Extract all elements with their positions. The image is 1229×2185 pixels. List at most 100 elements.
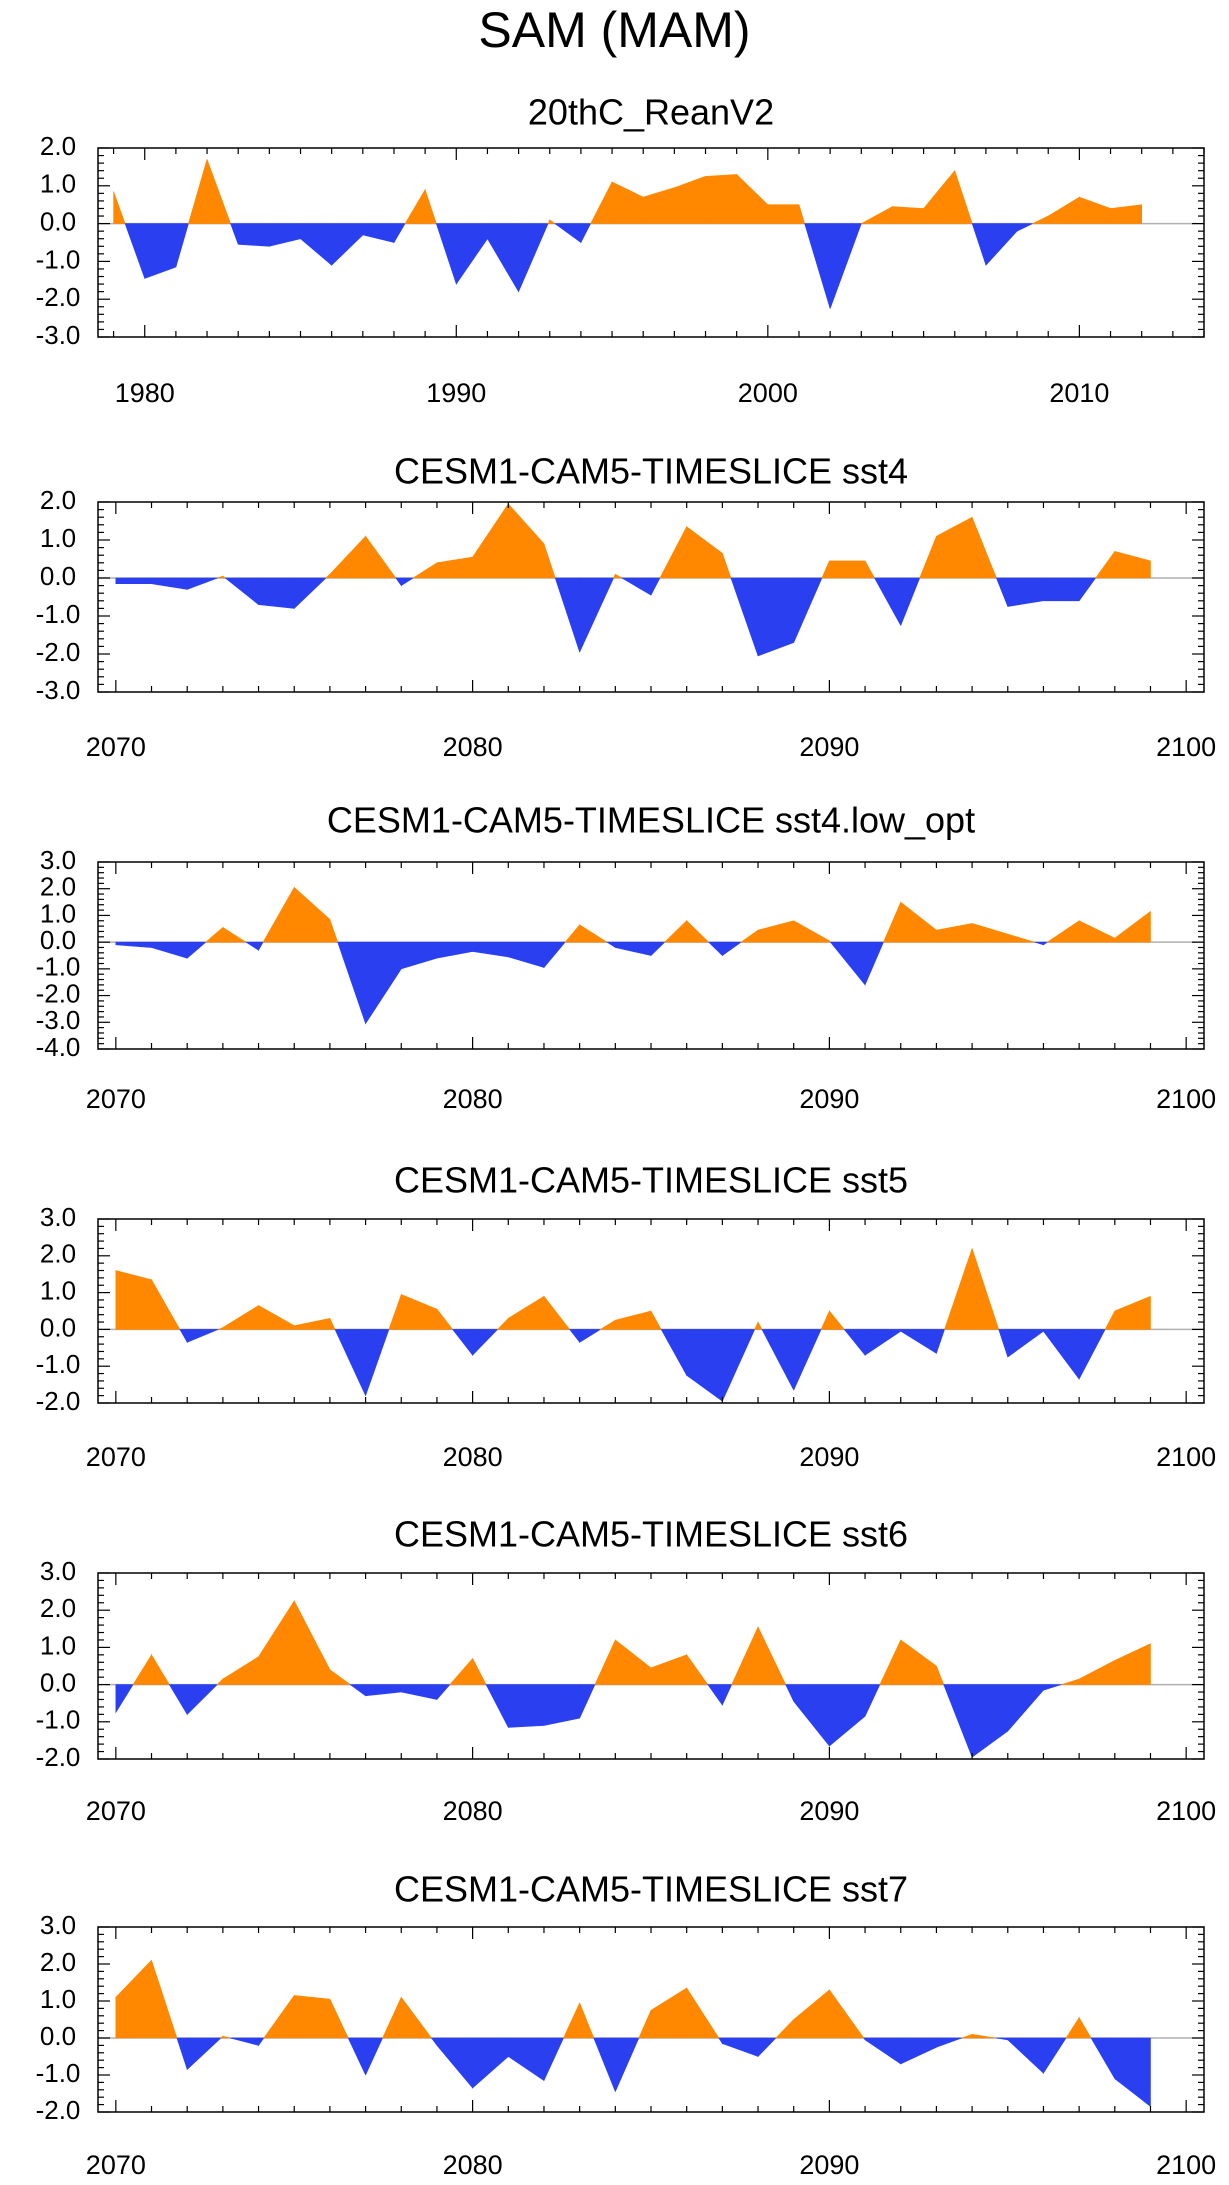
area-segment-positive	[424, 189, 437, 224]
y-tick-label: 3.0	[40, 845, 76, 875]
area-segment-positive	[293, 1600, 331, 1685]
area-segment-positive	[218, 1327, 224, 1330]
y-tick-label: 0.0	[40, 561, 76, 591]
area-segment-negative	[258, 2037, 265, 2047]
area-segment-negative	[115, 1684, 134, 1714]
x-tick-label: 2080	[443, 2150, 503, 2180]
area-segment-negative	[793, 577, 823, 643]
x-tick-label: 2070	[86, 1084, 146, 1114]
panel-2: CESM1-CAM5-TIMESLICE sst4 2.0 1.0 0.0 -1.0 -2…	[36, 451, 1217, 763]
area-segment-positive	[329, 535, 366, 579]
area-segment-positive	[1078, 2016, 1092, 2039]
area-segment-positive	[971, 923, 1009, 943]
x-tick-label: 2070	[86, 1796, 146, 1826]
area-segment-negative	[186, 941, 207, 959]
area-segment-positive	[1114, 551, 1151, 579]
area-segment-negative	[722, 941, 743, 957]
area-segment-positive	[686, 526, 723, 579]
area-segment-negative	[874, 577, 902, 626]
area-segment-negative	[900, 577, 921, 626]
area-segment-positive	[1007, 933, 1035, 943]
y-tick-label: -1.0	[36, 952, 81, 982]
y-tick-label: 1.0	[40, 169, 76, 199]
area-segment-negative	[472, 2037, 509, 2089]
area-segment-negative	[186, 1329, 219, 1343]
y-tick-label: -3.0	[36, 320, 81, 350]
area-segment-negative	[168, 1684, 188, 1716]
area-segment-positive	[436, 1308, 454, 1330]
area-segment-positive	[1110, 204, 1142, 224]
area-segment-negative	[365, 941, 402, 1025]
area-segment-negative	[543, 2037, 564, 2081]
area-segment-positive	[472, 1658, 487, 1685]
area-segment-positive	[754, 1321, 759, 1330]
area-segment-negative	[151, 577, 188, 590]
y-tick-label: 2.0	[40, 1239, 76, 1269]
area-segment-negative	[362, 223, 395, 243]
x-tick-label: 2100	[1156, 1442, 1216, 1472]
area-segment-positive	[594, 1639, 616, 1685]
area-segment-negative	[722, 1329, 756, 1402]
area-segment-negative	[900, 1329, 937, 1354]
x-tick-label: 2080	[443, 732, 503, 762]
area-segment-negative	[507, 941, 545, 968]
x-tick-label: 2070	[86, 732, 146, 762]
panel-title: CESM1-CAM5-TIMESLICE sst4	[394, 451, 908, 492]
area-segment-negative	[1016, 223, 1033, 232]
y-tick-label: -1.0	[36, 599, 81, 629]
area-segment-positive	[650, 1309, 662, 1330]
area-segment-positive	[798, 204, 806, 224]
area-segment-negative	[1078, 577, 1097, 602]
area-segment-positive	[293, 1995, 331, 2039]
area-segment-negative	[487, 223, 519, 293]
panel-6: CESM1-CAM5-TIMESLICE sst7 3.0 2.0 1.0 0.0 -1.…	[36, 1869, 1217, 2181]
area-segment-positive	[206, 159, 232, 224]
area-segment-positive	[775, 2018, 795, 2039]
area-segment-positive	[188, 159, 208, 224]
area-segment-negative	[485, 1684, 509, 1728]
area-segment-positive	[543, 543, 556, 579]
area-segment-positive	[579, 2002, 595, 2039]
area-segment-negative	[224, 577, 259, 606]
area-segment-positive	[205, 926, 224, 943]
area-segment-positive	[705, 174, 737, 224]
area-segment-negative	[124, 223, 146, 279]
area-segment-positive	[829, 939, 832, 943]
area-segment-negative	[650, 577, 661, 596]
area-segment-negative	[660, 1329, 687, 1377]
area-segment-negative	[569, 1329, 580, 1344]
area-segment-negative	[365, 1684, 402, 1697]
y-tick-label: 0.0	[40, 1312, 76, 1342]
area-segment-negative	[579, 1684, 596, 1719]
area-segment-positive	[757, 1321, 763, 1330]
area-segment-negative	[400, 577, 415, 587]
area-segment-positive	[293, 886, 331, 943]
area-segment-positive	[115, 1959, 152, 2039]
area-segment-negative	[722, 1684, 733, 1706]
area-segment-negative	[686, 1329, 723, 1402]
y-tick-label: -3.0	[36, 675, 81, 705]
y-tick-label: 1.0	[40, 523, 76, 553]
x-tick-label: 2090	[799, 1442, 859, 1472]
area-segment-positive	[217, 575, 224, 579]
area-segment-positive	[263, 1994, 295, 2039]
area-segment-negative	[1090, 2037, 1116, 2080]
area-segment-negative	[334, 1329, 366, 1396]
area-segment-negative	[943, 1684, 973, 1758]
area-segment-negative	[258, 941, 264, 952]
y-tick-label: -1.0	[36, 1705, 81, 1735]
area-segment-positive	[1078, 1659, 1116, 1685]
area-segment-positive	[549, 219, 556, 224]
area-segment-positive	[919, 536, 937, 579]
area-segment-positive	[686, 1653, 709, 1685]
area-segment-negative	[995, 577, 1009, 607]
area-segment-positive	[883, 901, 902, 943]
area-segment-negative	[757, 577, 795, 657]
area-segment-negative	[186, 577, 218, 590]
area-segment-negative	[1114, 2037, 1151, 2108]
panel-title: 20thC_ReanV2	[528, 92, 774, 133]
panel-4: CESM1-CAM5-TIMESLICE sst5 3.0 2.0 1.0 0.0 -1.…	[36, 1160, 1217, 1473]
area-segment-positive	[496, 1317, 509, 1330]
area-segment-positive	[767, 204, 800, 224]
